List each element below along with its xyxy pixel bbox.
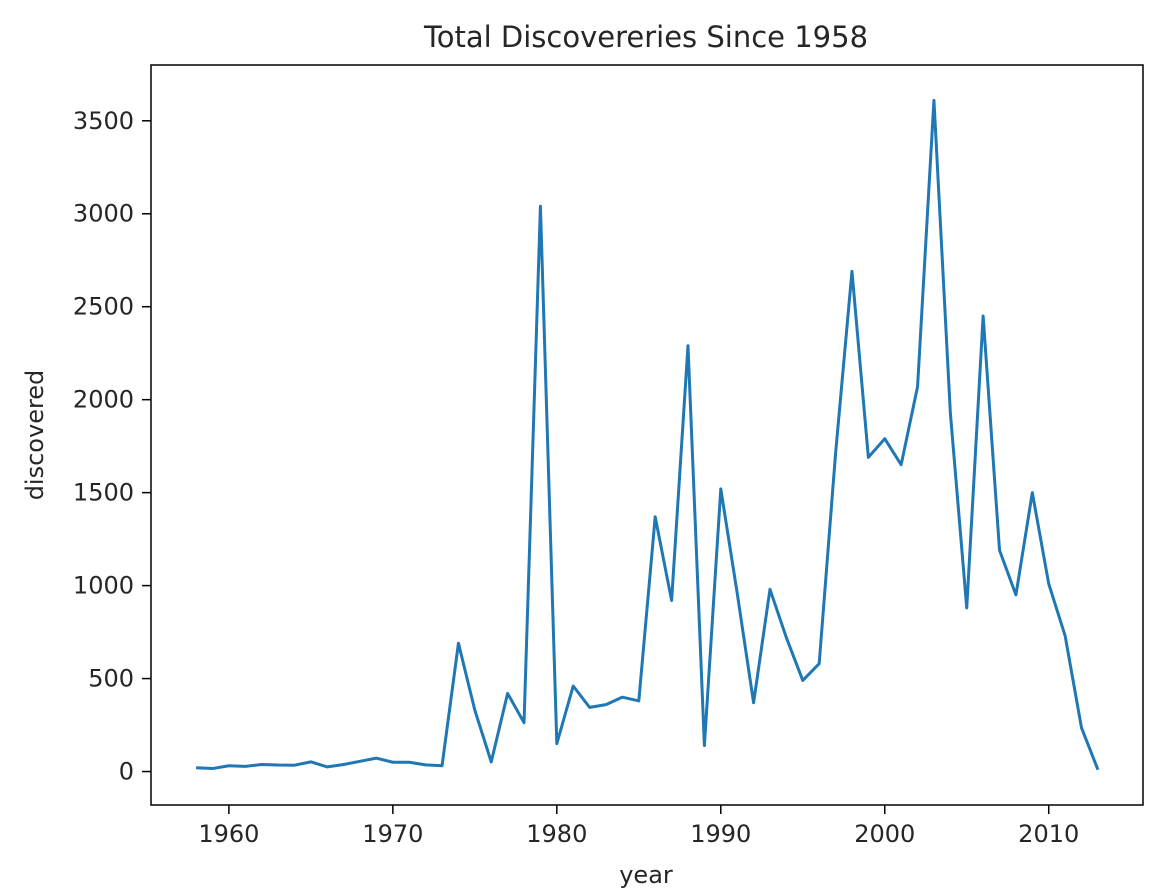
plot-frame xyxy=(150,64,1144,806)
y-tick-label: 3500 xyxy=(73,107,134,135)
y-axis: 0 500 1000 1500 2000 2500 3000 3500 xyxy=(73,107,151,786)
x-tick-label: 2010 xyxy=(1018,820,1079,848)
chart-title: Total Discovereries Since 1958 xyxy=(423,20,868,54)
y-tick-label: 1000 xyxy=(73,572,134,600)
series-line xyxy=(196,98,1100,771)
y-axis-label: discovered xyxy=(21,370,49,501)
x-tick-label: 1990 xyxy=(690,820,751,848)
x-tick-label: 1980 xyxy=(526,820,587,848)
y-tick-label: 2000 xyxy=(73,386,134,414)
y-tick-label: 3000 xyxy=(73,200,134,228)
x-axis-label: year xyxy=(619,861,673,889)
x-tick-label: 1970 xyxy=(362,820,423,848)
y-tick-label: 2500 xyxy=(73,293,134,321)
y-tick-label: 1500 xyxy=(73,479,134,507)
plot-area xyxy=(196,98,1100,771)
x-tick-label: 1960 xyxy=(198,820,259,848)
x-axis: 1960 1970 1980 1990 2000 2010 xyxy=(198,805,1079,848)
y-tick-label: 500 xyxy=(88,665,134,693)
x-tick-label: 2000 xyxy=(854,820,915,848)
y-tick-label: 0 xyxy=(119,758,134,786)
